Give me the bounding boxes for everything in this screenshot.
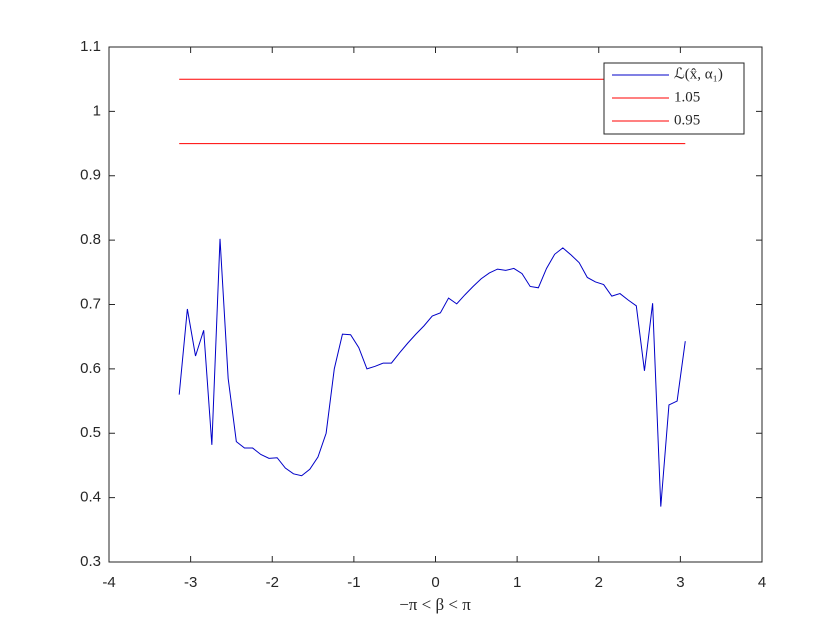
x-tick-label: -1 (347, 574, 360, 591)
x-tick-label: 3 (676, 574, 684, 591)
y-tick-label: 0.8 (80, 231, 101, 248)
legend-label: ℒ(x̂, α₁) (674, 66, 723, 82)
y-tick-label: 0.9 (80, 167, 101, 184)
legend-label: 1.05 (674, 89, 700, 105)
x-axis-label: −π < β < π (399, 595, 471, 614)
y-tick-label: 1 (93, 102, 101, 119)
x-tick-label: 2 (595, 574, 603, 591)
legend-label: 0.95 (674, 112, 700, 128)
y-tick-label: 0.7 (80, 295, 101, 312)
y-tick-label: 0.5 (80, 424, 101, 441)
x-tick-label: 4 (758, 574, 766, 591)
x-tick-label: 1 (513, 574, 521, 591)
x-tick-label: -2 (266, 574, 279, 591)
x-tick-label: -4 (102, 574, 115, 591)
y-tick-label: 0.4 (80, 489, 101, 506)
x-tick-label: 0 (431, 574, 439, 591)
y-tick-label: 0.3 (80, 553, 101, 570)
y-tick-label: 0.6 (80, 360, 101, 377)
x-tick-label: -3 (184, 574, 197, 591)
data-line (178, 238, 686, 507)
y-tick-label: 1.1 (80, 38, 101, 55)
